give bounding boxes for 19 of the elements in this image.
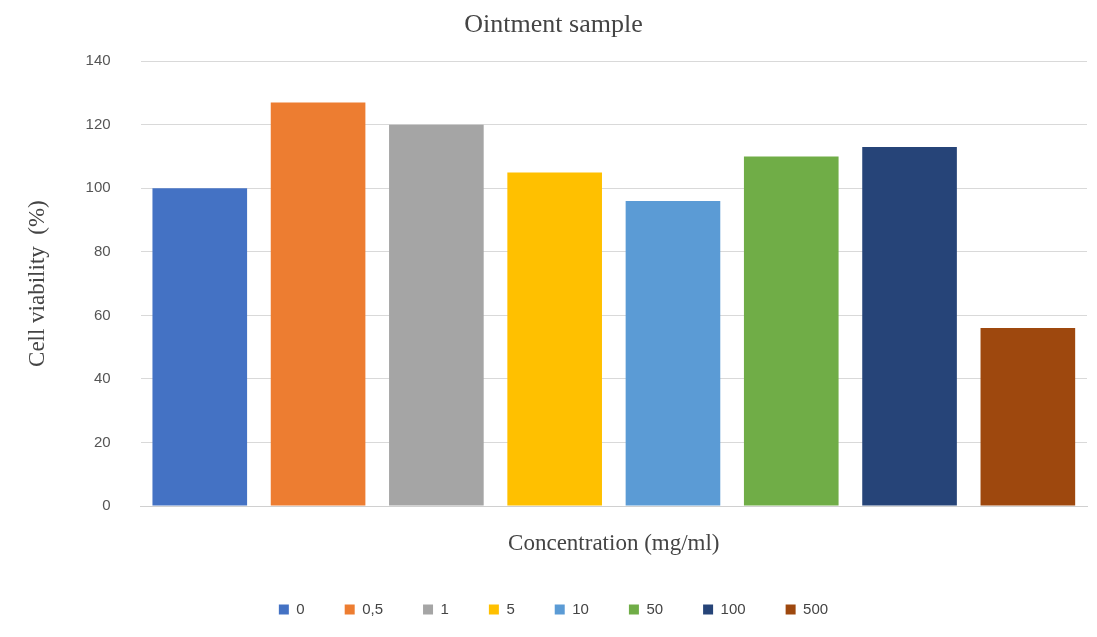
y-tick-label: 100 xyxy=(85,178,111,196)
x-axis-title: Concentration (mg/ml) xyxy=(508,530,720,556)
chart-title: Ointment sample xyxy=(464,9,643,39)
legend-label: 1 xyxy=(440,599,449,617)
y-tick-label: 60 xyxy=(93,305,111,323)
y-axis-title: Cell viability (%) xyxy=(23,200,49,367)
legend-label: 100 xyxy=(720,599,746,617)
legend-label: 500 xyxy=(803,599,829,617)
legend-label: 10 xyxy=(572,599,589,617)
legend-label: 0 xyxy=(296,599,305,617)
y-tick-label: 140 xyxy=(85,51,111,69)
y-tick-label: 40 xyxy=(93,369,111,387)
y-tick-label: 120 xyxy=(85,114,111,132)
legend-label: 5 xyxy=(506,599,515,617)
legend-label: 0,5 xyxy=(362,599,384,617)
legend-label: 50 xyxy=(646,599,664,617)
y-tick-label: 80 xyxy=(93,241,111,259)
y-tick-label: 0 xyxy=(102,496,111,514)
y-tick-label: 20 xyxy=(93,432,111,450)
